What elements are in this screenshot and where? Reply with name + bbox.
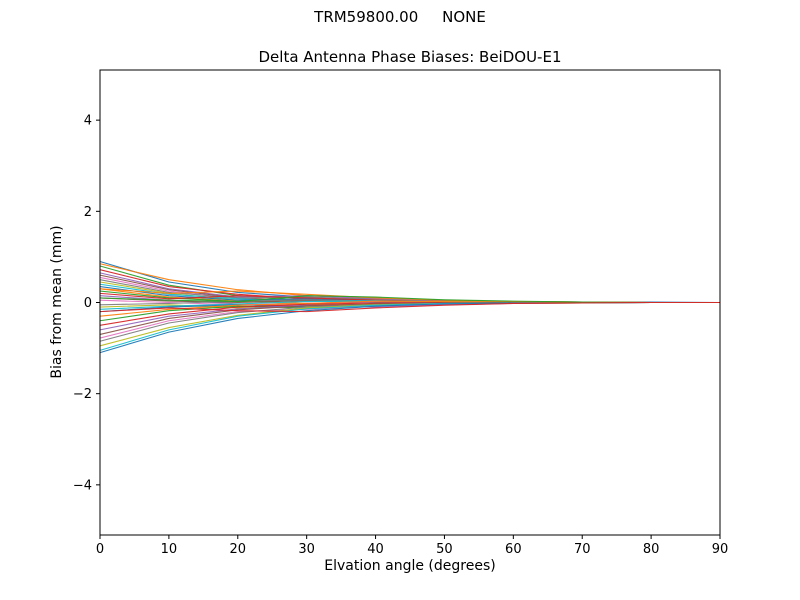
- y-tick-label: 0: [84, 296, 92, 311]
- series-line: [99, 301, 720, 351]
- axes-title: Delta Antenna Phase Biases: BeiDOU-E1: [258, 48, 562, 66]
- y-tick-label: 2: [84, 205, 92, 220]
- series-line: [99, 301, 720, 335]
- x-tick-label: 50: [436, 542, 453, 557]
- y-tick-label: 4: [84, 114, 92, 129]
- x-tick-label: 60: [505, 542, 522, 557]
- y-axis-label: Bias from mean (mm): [49, 225, 65, 379]
- series-line: [99, 263, 720, 304]
- x-tick-label: 10: [161, 542, 178, 557]
- x-tick-label: 90: [712, 542, 729, 557]
- x-tick-label: 20: [230, 542, 247, 557]
- x-tick-label: 70: [574, 542, 591, 557]
- y-tick-label: −4: [73, 478, 92, 493]
- y-tick-label: −2: [73, 387, 92, 402]
- x-tick-label: 80: [643, 542, 660, 557]
- series-line: [99, 301, 720, 313]
- x-tick-label: 30: [298, 542, 315, 557]
- x-tick-label: 40: [367, 542, 384, 557]
- figure-title: TRM59800.00 NONE: [314, 8, 486, 26]
- series-line: [99, 301, 720, 354]
- x-tick-label: 0: [96, 542, 104, 557]
- x-axis-label: Elvation angle (degrees): [324, 558, 496, 574]
